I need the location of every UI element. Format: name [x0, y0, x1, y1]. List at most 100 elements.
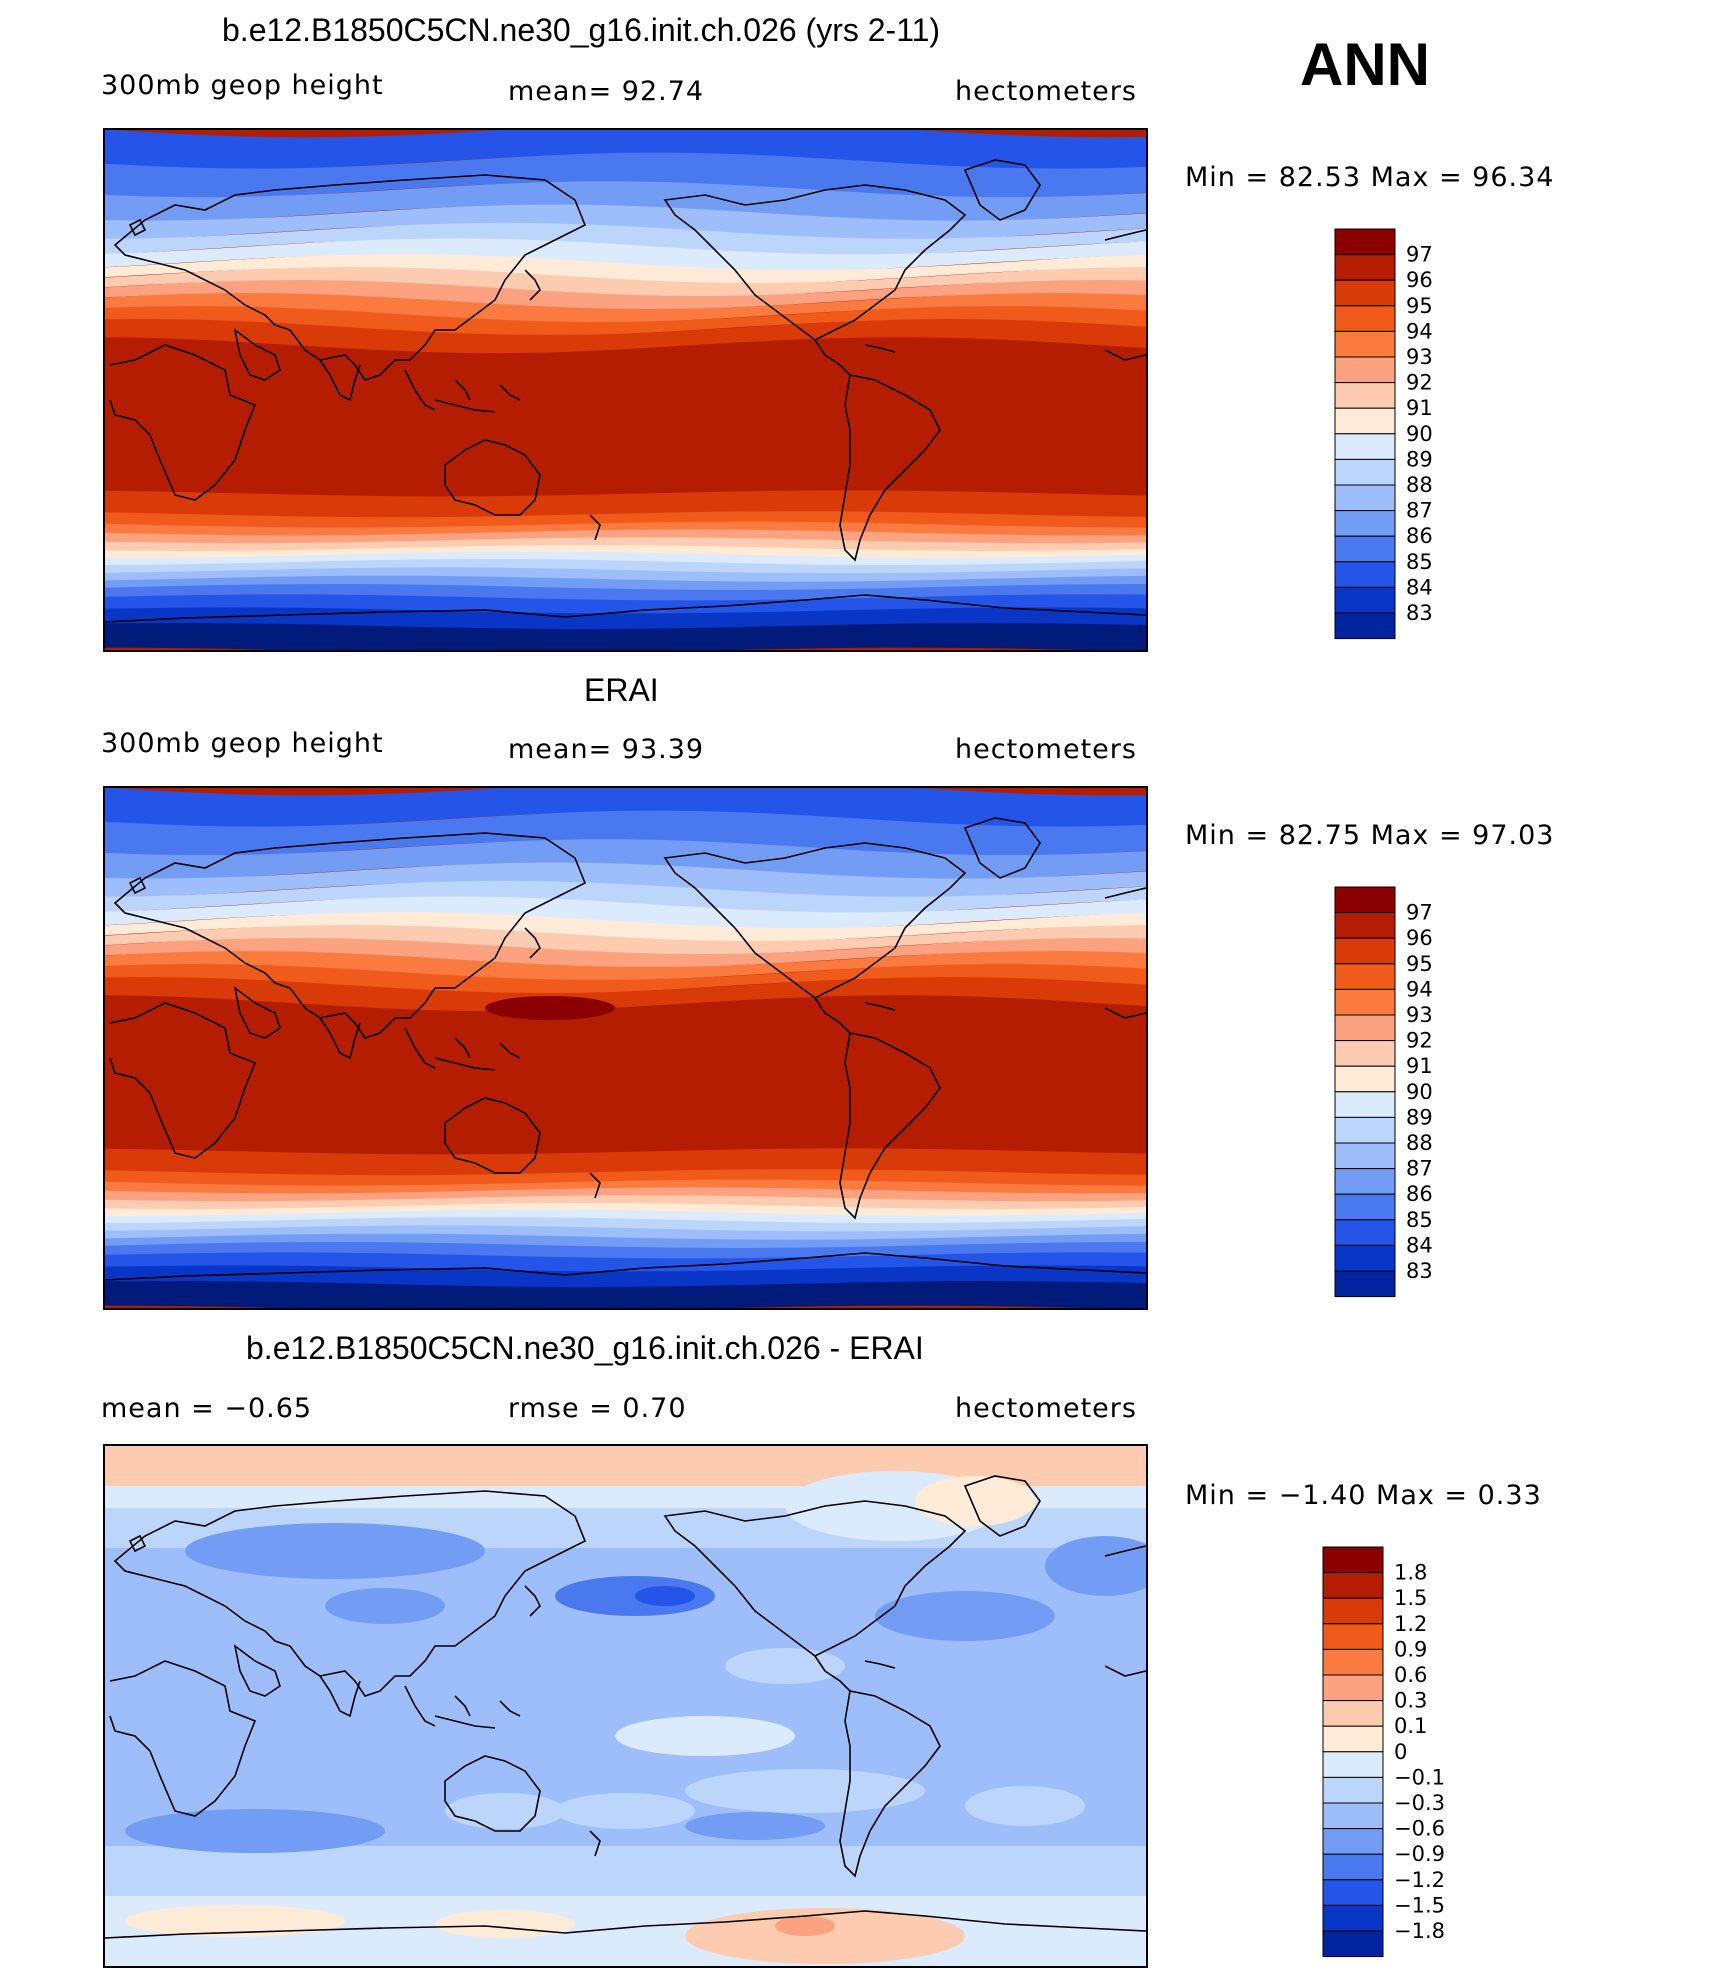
- colorbar-box: [1334, 963, 1396, 990]
- coastlines: [105, 159, 1146, 623]
- panel-title: ERAI: [584, 672, 659, 708]
- colorbar-tick-label: 92: [1406, 1029, 1433, 1053]
- coastline: [864, 1002, 896, 1011]
- colorbar-tick-label: −0.9: [1394, 1842, 1445, 1866]
- colorbar-box: [1334, 535, 1396, 563]
- colorbar-box: [1322, 1546, 1384, 1574]
- contour-band: [105, 995, 1146, 1161]
- colorbar-box: [1334, 330, 1396, 358]
- coastline: [113, 1490, 587, 1697]
- colorbar-box: [1322, 1879, 1384, 1906]
- coastline: [814, 1655, 851, 1692]
- contour-band: [105, 337, 1146, 503]
- colorbar-box: [1322, 1725, 1384, 1753]
- contour-region: [685, 1812, 825, 1840]
- colorbar-box: [1334, 382, 1396, 409]
- colorbar-box: [1322, 1802, 1384, 1830]
- colorbar-tick-label: −0.6: [1394, 1817, 1445, 1841]
- colorbar-tick-label: 0: [1394, 1740, 1407, 1764]
- colorbar-box: [1322, 1828, 1384, 1855]
- coastline: [524, 927, 541, 959]
- coastline: [814, 997, 851, 1034]
- colorbar-tick-label: 84: [1406, 575, 1433, 599]
- colorbar-box: [1334, 356, 1396, 384]
- coastline: [319, 1675, 361, 1718]
- colorbar-tick-label: −1.5: [1394, 1893, 1445, 1917]
- colorbar-tick-label: −1.2: [1394, 1868, 1445, 1892]
- coastline: [1104, 349, 1146, 361]
- contour-region: [445, 1793, 565, 1829]
- colorbar-box: [1334, 1065, 1396, 1093]
- coastline: [454, 1037, 471, 1059]
- colorbar-tick-label: 84: [1406, 1233, 1433, 1257]
- colorbar-box: [1334, 279, 1396, 307]
- colorbar-tick-label: 94: [1406, 977, 1433, 1001]
- colorbar-box: [1334, 484, 1396, 512]
- colorbar-box: [1334, 1116, 1396, 1144]
- colorbar-tick-label: 90: [1406, 1080, 1433, 1104]
- colorbar-box: [1334, 612, 1396, 640]
- map-canvas: [105, 788, 1146, 1308]
- panel-units-label: hectometers: [955, 734, 1137, 765]
- map-diff: [103, 1444, 1148, 1968]
- coastline: [233, 1644, 281, 1697]
- colorbar-tick-label: 1.8: [1394, 1561, 1427, 1585]
- contour-region: [325, 1588, 445, 1624]
- panel-left-label: mean = −0.65: [101, 1393, 313, 1424]
- coastline: [963, 159, 1041, 221]
- coastline: [109, 1660, 257, 1817]
- coastline: [109, 344, 257, 501]
- colorbar-tick-label: 88: [1406, 473, 1433, 497]
- coastline: [128, 218, 147, 237]
- colorbar: 1.8 1.5 1.2 0.9 0.6 0.3 0.1 0 −0.1 −0.3 −0.6 −0.9 −1…: [1322, 1546, 1472, 1968]
- contour-band: [105, 810, 1146, 857]
- panel-mean-label: mean= 93.39: [508, 734, 705, 765]
- contour-region: [915, 1476, 1035, 1526]
- coastline: [663, 184, 967, 341]
- contour-region: [185, 1523, 485, 1579]
- colorbar-box: [1334, 586, 1396, 614]
- coastline: [113, 174, 587, 381]
- coastline: [963, 1475, 1041, 1537]
- colorbar-tick-label: 87: [1406, 499, 1433, 523]
- coastline: [404, 1027, 436, 1069]
- colorbar-tick-label: −0.1: [1394, 1765, 1445, 1789]
- colorbar-tick-label: 97: [1406, 243, 1433, 267]
- colorbar-box: [1322, 1751, 1384, 1778]
- contour-region: [725, 1648, 845, 1684]
- colorbar-box: [1334, 1040, 1396, 1067]
- contour-region: [125, 1809, 385, 1853]
- coastline: [1104, 1545, 1146, 1557]
- colorbar-tick-label: 94: [1406, 319, 1433, 343]
- colorbar-tick-label: 95: [1406, 294, 1433, 318]
- colorbar-box: [1322, 1904, 1384, 1932]
- colorbar-tick-label: 92: [1406, 371, 1433, 395]
- panel-title: b.e12.B1850C5CN.ne30_g16.init.ch.026 - E…: [246, 1330, 924, 1366]
- contour-band: [105, 788, 1146, 828]
- colorbar-tick-label: 1.5: [1394, 1586, 1427, 1610]
- colorbar-tick-label: 96: [1406, 268, 1433, 292]
- contour-region: [685, 1908, 965, 1964]
- contour-region: [965, 1786, 1085, 1826]
- colorbar-tick-label: 87: [1406, 1157, 1433, 1181]
- colorbar-box: [1322, 1853, 1384, 1881]
- max-contour: [485, 996, 615, 1020]
- colorbar-tick-label: 93: [1406, 345, 1433, 369]
- contour-region: [1045, 1536, 1146, 1596]
- colorbar-box: [1322, 1648, 1384, 1676]
- colorbar-box: [1334, 561, 1396, 588]
- contour-band: [105, 862, 1146, 898]
- colorbar-box: [1322, 1776, 1384, 1804]
- colorbar-tick-label: 90: [1406, 422, 1433, 446]
- contour-region: [615, 1716, 795, 1756]
- colorbar-box: [1322, 1597, 1384, 1625]
- coastlines: [105, 1475, 1146, 1939]
- coastline: [524, 269, 541, 301]
- coastline: [105, 594, 1146, 623]
- colorbar-tick-label: 86: [1406, 1182, 1433, 1206]
- coastline: [444, 439, 541, 516]
- coastline: [113, 832, 587, 1039]
- colorbar-box: [1334, 433, 1396, 460]
- coastline: [524, 1585, 541, 1617]
